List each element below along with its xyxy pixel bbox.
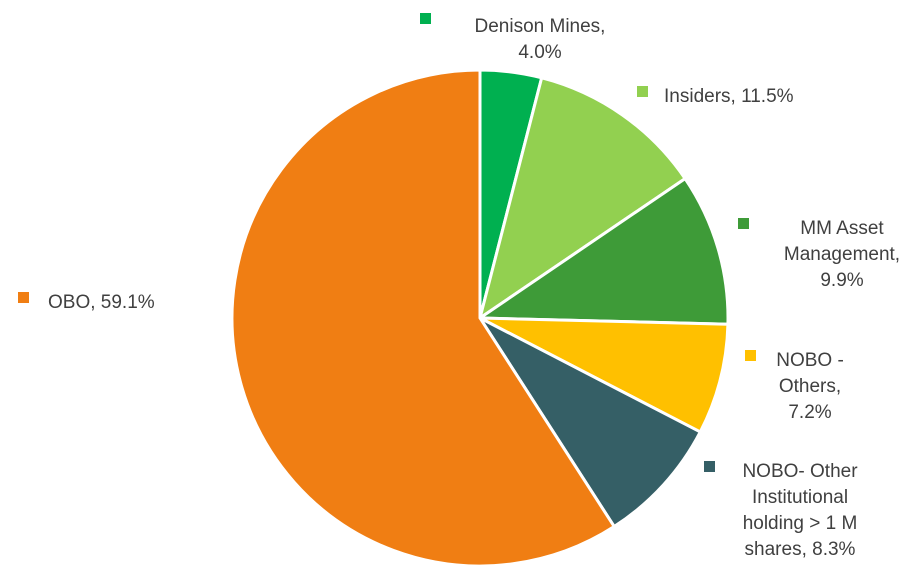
data-label-nobo-others: NOBO - Others, 7.2% bbox=[745, 350, 844, 423]
legend-swatch-obo bbox=[18, 292, 29, 303]
data-label-line: OBO, 59.1% bbox=[48, 292, 155, 313]
pie-labels: Denison Mines, 4.0% Insiders, 11.5% MM Asse… bbox=[18, 13, 900, 560]
legend-swatch-nobo-other-institutional-holding-1-m-shares bbox=[704, 461, 715, 472]
data-label-obo: OBO, 59.1% bbox=[18, 292, 155, 313]
legend-swatch-insiders bbox=[637, 86, 648, 97]
data-label-line: 7.2% bbox=[788, 402, 831, 423]
data-label-line: NOBO - bbox=[776, 350, 844, 371]
data-label-line: NOBO- Other bbox=[742, 461, 858, 482]
data-label-line: Management, bbox=[784, 244, 900, 265]
data-label-mm-asset-management: MM Asset Management, 9.9% bbox=[738, 218, 900, 291]
data-label-line: 4.0% bbox=[518, 42, 561, 63]
pie-slice-mm-asset-management bbox=[475, 176, 730, 326]
data-label-insiders: Insiders, 11.5% bbox=[637, 86, 794, 107]
pie-slice-nobo-other-institutional-holding-1-m-shares bbox=[475, 314, 703, 529]
data-label-line: MM Asset bbox=[800, 218, 884, 239]
data-label-denison-mines: Denison Mines, 4.0% bbox=[420, 13, 605, 63]
data-label-line: Insiders, 11.5% bbox=[664, 86, 794, 107]
data-label-nobo-other-institutional-holding-1-m-shares: NOBO- Other Institutional holding > 1 M sha… bbox=[704, 461, 858, 560]
data-label-line: Denison Mines, bbox=[475, 16, 606, 37]
pie-slices bbox=[230, 68, 730, 568]
data-label-line: Others, bbox=[779, 376, 841, 397]
pie-slice-nobo-others bbox=[479, 316, 730, 435]
data-label-line: 9.9% bbox=[820, 270, 863, 291]
pie-slice-obo bbox=[230, 68, 617, 568]
data-label-line: Institutional bbox=[752, 487, 848, 508]
legend-swatch-nobo-others bbox=[745, 350, 756, 361]
data-label-line: holding > 1 M bbox=[743, 513, 858, 534]
data-label-line: shares, 8.3% bbox=[745, 539, 856, 560]
pie-slice-insiders bbox=[477, 75, 688, 322]
legend-swatch-mm-asset-management bbox=[738, 218, 749, 229]
legend-swatch-denison-mines bbox=[420, 13, 431, 24]
